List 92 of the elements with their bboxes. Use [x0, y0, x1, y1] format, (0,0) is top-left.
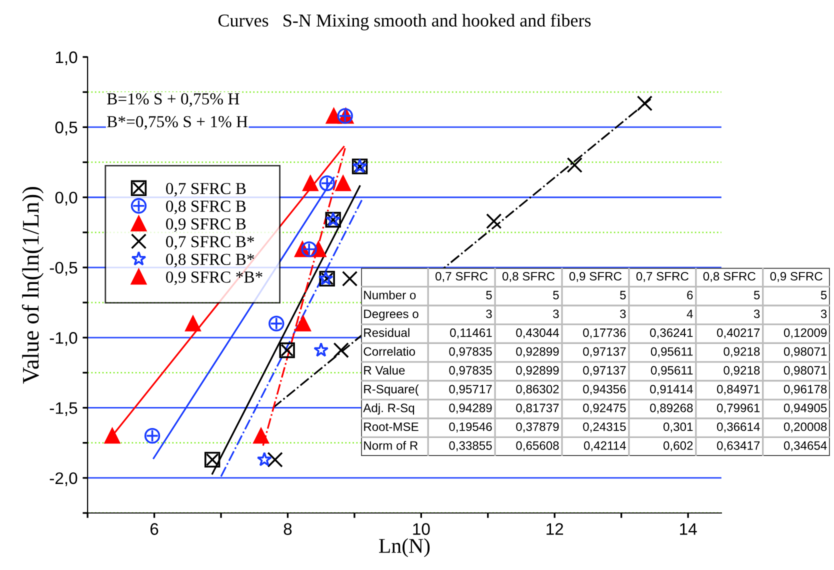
category-label: Degrees o — [364, 310, 418, 321]
text: 4 — [686, 310, 693, 318]
text: 0,86302 — [516, 384, 559, 395]
category-label: 0,9 SFRC — [770, 272, 822, 282]
text: 0,20008 — [784, 422, 827, 432]
text: 0,602 — [663, 441, 693, 452]
text: 0,97835 — [449, 366, 492, 376]
text: 0,79961 — [716, 404, 760, 414]
legend-label: 0,8 SFRC B* — [166, 254, 254, 268]
y-tick-label: 1,0 — [56, 51, 78, 66]
text: 0,97137 — [583, 347, 626, 358]
text: 0,94356 — [583, 384, 626, 395]
text: 0,17736 — [583, 328, 626, 338]
text: 3 — [620, 310, 626, 318]
text: 5 — [620, 290, 626, 300]
text: 0,40217 — [716, 328, 760, 338]
category-label: 0,9 SFRC — [569, 272, 622, 282]
text: 0,34654 — [784, 441, 827, 452]
category-label: Root-MSE — [364, 422, 418, 432]
category-label: 0,7 SFRC — [636, 272, 688, 282]
x-tick-label: 6 — [150, 523, 158, 535]
text: 0,95717 — [449, 384, 492, 395]
text: 0,42114 — [584, 441, 626, 452]
text: 0,36614 — [716, 422, 760, 432]
x-tick-label: 12 — [546, 523, 564, 535]
text: 0,95611 — [650, 347, 693, 358]
text: 3 — [754, 310, 760, 318]
text: 0,94289 — [449, 404, 492, 414]
text: 6 — [687, 290, 693, 300]
annotation: B*=0,75% S + 1% H — [107, 116, 248, 130]
text: 0,84971 — [716, 384, 760, 395]
text: 0,11461 — [450, 328, 492, 338]
text: 0,98071 — [784, 366, 827, 376]
text: 5 — [820, 290, 827, 300]
category-label: 0,7 SFRC — [436, 272, 488, 282]
y-tick-label: 0,5 — [55, 122, 78, 136]
text: 0,95611 — [650, 366, 693, 376]
text: 3 — [820, 310, 827, 318]
legend-label: 0,8 SFRC B — [166, 200, 246, 214]
text: 0,301 — [663, 422, 693, 432]
category-label: 0,8 SFRC — [502, 272, 555, 282]
text: 0,92899 — [516, 347, 559, 358]
text: 0,63417 — [716, 441, 760, 452]
y-tick-label: -1,5 — [50, 402, 78, 416]
text: 0,33855 — [449, 441, 492, 452]
text: 0,43044 — [516, 328, 559, 338]
category-label: R-Square( — [364, 384, 419, 396]
text: 0,92899 — [516, 366, 559, 376]
category-label: Adj. R-Sq — [363, 403, 414, 415]
category-label: 0,8 SFRC — [703, 272, 756, 282]
text: 0,9218 — [724, 366, 760, 376]
text: 3 — [553, 310, 559, 318]
x-tick-label: 8 — [284, 523, 292, 535]
category-label: Correlatio — [364, 346, 416, 356]
category-label: Number o — [364, 290, 416, 300]
text: 0,81737 — [516, 404, 559, 414]
annotation: B=1% S + 0,75% H — [107, 93, 240, 107]
text: 0,36241 — [650, 328, 693, 338]
text: 0,9218 — [724, 347, 760, 358]
text: 0,98071 — [784, 347, 827, 358]
text: 0,97835 — [449, 347, 492, 358]
y-axis-title: Value of ln(ln(1/Ln)) — [22, 187, 44, 384]
x-tick-label: 10 — [413, 523, 430, 535]
text: 0,96178 — [784, 384, 827, 395]
chart-title: Curves S-N Mixing smooth and hooked and fibers — [218, 14, 591, 30]
category-label: Norm of R — [364, 440, 418, 450]
text: 0,91414 — [650, 384, 693, 395]
text: 5 — [553, 290, 559, 300]
text: 5 — [754, 290, 760, 300]
text: 0,19546 — [449, 422, 492, 432]
text: 0,24315 — [583, 422, 626, 432]
text: 3 — [486, 310, 492, 318]
y-tick-label: -2,0 — [50, 472, 78, 486]
text: 0,37879 — [516, 422, 559, 432]
x-tick-label: 14 — [680, 523, 697, 535]
legend-label: 0,9 SFRC B — [166, 218, 246, 232]
y-tick-label: 0,0 — [55, 192, 78, 206]
y-tick-label: -0,5 — [50, 262, 78, 276]
text: 5 — [486, 290, 492, 300]
text: 0,97137 — [583, 366, 626, 376]
y-tick-label: -1,0 — [50, 332, 78, 346]
category-label: R Value — [364, 366, 405, 375]
legend-label: 0,7 SFRC B — [166, 182, 246, 197]
x-axis-title: Ln(N) — [379, 538, 430, 558]
text: 0,65608 — [516, 441, 559, 452]
text: 0,89268 — [650, 404, 693, 414]
category-label: Residual — [364, 328, 410, 337]
text: 0,94905 — [784, 404, 827, 414]
legend-label: 0,9 SFRC *B* — [166, 271, 262, 286]
legend-label: 0,7 SFRC B* — [166, 236, 254, 250]
text: 0,12009 — [784, 328, 827, 338]
text: 0,92475 — [583, 404, 626, 414]
